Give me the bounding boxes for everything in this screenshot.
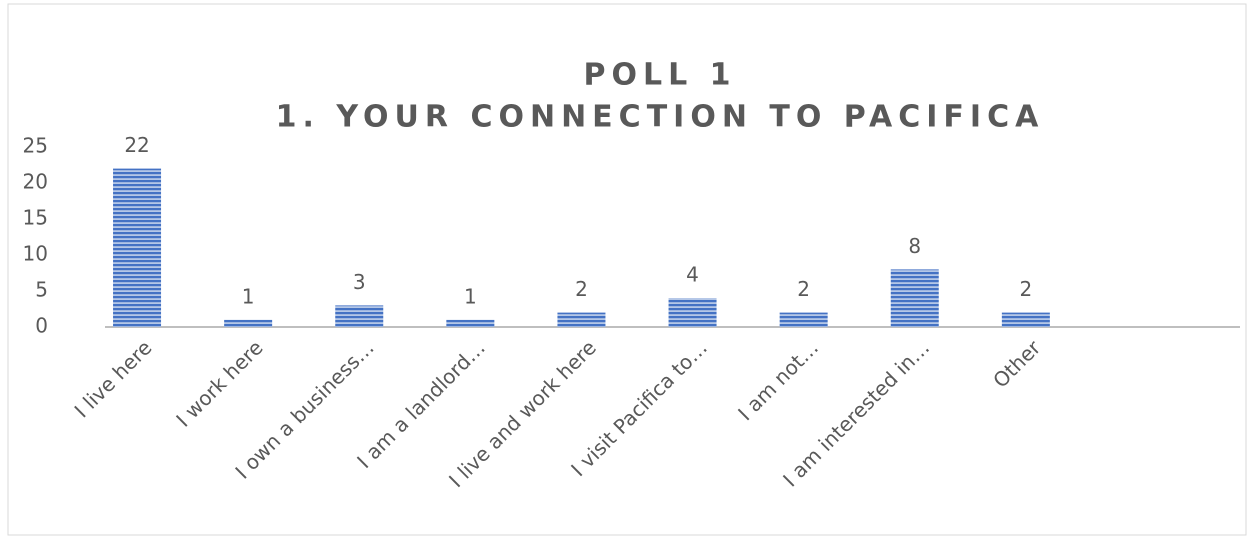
bar xyxy=(890,269,939,327)
bar xyxy=(446,319,495,327)
data-label: 2 xyxy=(575,277,588,301)
y-tick-label: 10 xyxy=(23,242,48,266)
data-label: 4 xyxy=(686,263,699,287)
chart-border xyxy=(7,3,1247,536)
bar xyxy=(557,312,606,327)
chart-title: POLL 1 xyxy=(583,58,736,93)
bar xyxy=(335,305,384,327)
bar xyxy=(1001,312,1050,327)
bar xyxy=(779,312,828,327)
data-label: 3 xyxy=(353,270,366,294)
y-tick-label: 0 xyxy=(35,314,48,338)
data-label: 2 xyxy=(797,277,810,301)
y-tick-label: 20 xyxy=(23,170,48,194)
data-label: 8 xyxy=(908,234,921,258)
data-label: 2 xyxy=(1019,277,1032,301)
data-label: 1 xyxy=(464,284,477,308)
y-tick-label: 25 xyxy=(23,134,48,158)
chart-title: 1. YOUR CONNECTION TO PACIFICA xyxy=(276,100,1045,135)
bar xyxy=(113,168,162,327)
y-tick-label: 5 xyxy=(35,278,48,302)
data-label: 22 xyxy=(124,133,149,157)
bar xyxy=(224,319,273,327)
bar xyxy=(668,298,717,327)
data-label: 1 xyxy=(242,284,255,308)
y-tick-label: 15 xyxy=(23,206,48,230)
